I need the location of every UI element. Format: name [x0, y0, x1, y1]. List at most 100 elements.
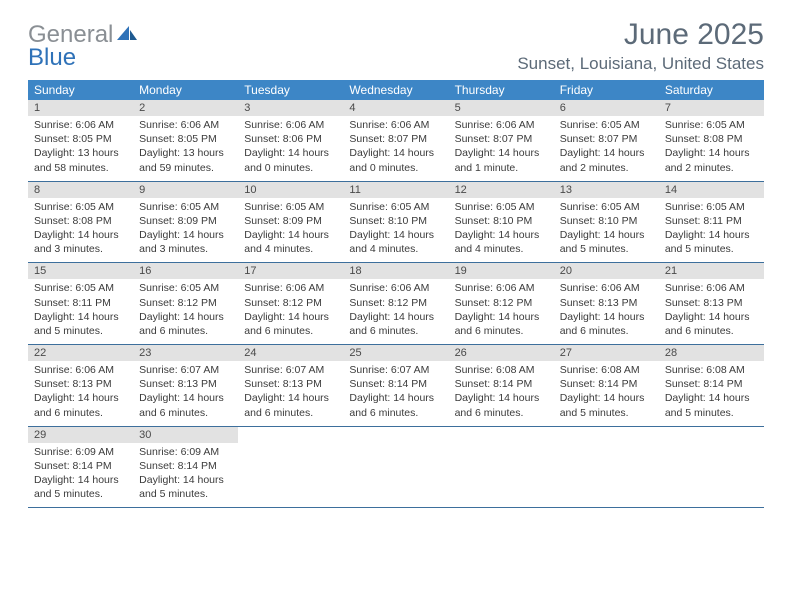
weeks-container: 1Sunrise: 6:06 AMSunset: 8:05 PMDaylight… [28, 100, 764, 508]
daylight-line2: and 6 minutes. [455, 324, 548, 338]
sunrise-text: Sunrise: 6:05 AM [560, 200, 653, 214]
day-cell [343, 427, 448, 508]
daylight-line1: Daylight: 14 hours [560, 310, 653, 324]
day-cell: 10Sunrise: 6:05 AMSunset: 8:09 PMDayligh… [238, 182, 343, 263]
sunset-text: Sunset: 8:11 PM [34, 296, 127, 310]
sunset-text: Sunset: 8:07 PM [349, 132, 442, 146]
daylight-line1: Daylight: 14 hours [139, 228, 232, 242]
day-body: Sunrise: 6:06 AMSunset: 8:13 PMDaylight:… [659, 279, 764, 338]
sunrise-text: Sunrise: 6:05 AM [455, 200, 548, 214]
sunrise-text: Sunrise: 6:06 AM [349, 118, 442, 132]
daylight-line1: Daylight: 14 hours [244, 146, 337, 160]
day-number: 28 [659, 345, 764, 361]
header: General Blue June 2025 Sunset, Louisiana… [28, 18, 764, 74]
sunset-text: Sunset: 8:12 PM [349, 296, 442, 310]
daylight-line2: and 6 minutes. [455, 406, 548, 420]
sunset-text: Sunset: 8:10 PM [560, 214, 653, 228]
sunrise-text: Sunrise: 6:08 AM [560, 363, 653, 377]
day-cell: 17Sunrise: 6:06 AMSunset: 8:12 PMDayligh… [238, 263, 343, 344]
day-cell: 29Sunrise: 6:09 AMSunset: 8:14 PMDayligh… [28, 427, 133, 508]
sunrise-text: Sunrise: 6:07 AM [244, 363, 337, 377]
day-body: Sunrise: 6:08 AMSunset: 8:14 PMDaylight:… [449, 361, 554, 420]
day-cell [449, 427, 554, 508]
dow-row: Sunday Monday Tuesday Wednesday Thursday… [28, 80, 764, 100]
sunrise-text: Sunrise: 6:08 AM [455, 363, 548, 377]
daylight-line1: Daylight: 14 hours [665, 146, 758, 160]
day-body: Sunrise: 6:06 AMSunset: 8:12 PMDaylight:… [238, 279, 343, 338]
sunset-text: Sunset: 8:09 PM [244, 214, 337, 228]
daylight-line2: and 3 minutes. [34, 242, 127, 256]
dow-sunday: Sunday [28, 80, 133, 100]
sunset-text: Sunset: 8:08 PM [34, 214, 127, 228]
day-cell: 20Sunrise: 6:06 AMSunset: 8:13 PMDayligh… [554, 263, 659, 344]
daylight-line1: Daylight: 14 hours [560, 228, 653, 242]
sunset-text: Sunset: 8:14 PM [34, 459, 127, 473]
daylight-line1: Daylight: 14 hours [349, 146, 442, 160]
week-row: 22Sunrise: 6:06 AMSunset: 8:13 PMDayligh… [28, 345, 764, 427]
day-body: Sunrise: 6:05 AMSunset: 8:11 PMDaylight:… [28, 279, 133, 338]
sunset-text: Sunset: 8:07 PM [455, 132, 548, 146]
day-cell: 5Sunrise: 6:06 AMSunset: 8:07 PMDaylight… [449, 100, 554, 181]
day-cell: 8Sunrise: 6:05 AMSunset: 8:08 PMDaylight… [28, 182, 133, 263]
daylight-line1: Daylight: 14 hours [139, 310, 232, 324]
day-cell: 11Sunrise: 6:05 AMSunset: 8:10 PMDayligh… [343, 182, 448, 263]
day-number: 9 [133, 182, 238, 198]
day-number: 17 [238, 263, 343, 279]
day-cell: 12Sunrise: 6:05 AMSunset: 8:10 PMDayligh… [449, 182, 554, 263]
day-number: 13 [554, 182, 659, 198]
dow-thursday: Thursday [449, 80, 554, 100]
day-body: Sunrise: 6:05 AMSunset: 8:10 PMDaylight:… [554, 198, 659, 257]
day-body: Sunrise: 6:05 AMSunset: 8:09 PMDaylight:… [133, 198, 238, 257]
day-cell: 15Sunrise: 6:05 AMSunset: 8:11 PMDayligh… [28, 263, 133, 344]
day-cell: 26Sunrise: 6:08 AMSunset: 8:14 PMDayligh… [449, 345, 554, 426]
sunrise-text: Sunrise: 6:06 AM [455, 118, 548, 132]
daylight-line2: and 4 minutes. [244, 242, 337, 256]
sunset-text: Sunset: 8:12 PM [139, 296, 232, 310]
daylight-line1: Daylight: 14 hours [139, 391, 232, 405]
sunrise-text: Sunrise: 6:05 AM [139, 200, 232, 214]
sunset-text: Sunset: 8:13 PM [560, 296, 653, 310]
day-number: 21 [659, 263, 764, 279]
day-body: Sunrise: 6:05 AMSunset: 8:11 PMDaylight:… [659, 198, 764, 257]
day-number: 15 [28, 263, 133, 279]
daylight-line1: Daylight: 14 hours [665, 228, 758, 242]
daylight-line1: Daylight: 14 hours [34, 228, 127, 242]
sunset-text: Sunset: 8:07 PM [560, 132, 653, 146]
daylight-line1: Daylight: 14 hours [455, 228, 548, 242]
day-body: Sunrise: 6:06 AMSunset: 8:05 PMDaylight:… [28, 116, 133, 175]
sunset-text: Sunset: 8:12 PM [455, 296, 548, 310]
daylight-line1: Daylight: 14 hours [455, 146, 548, 160]
day-cell: 2Sunrise: 6:06 AMSunset: 8:05 PMDaylight… [133, 100, 238, 181]
day-number: 6 [554, 100, 659, 116]
sunrise-text: Sunrise: 6:07 AM [139, 363, 232, 377]
dow-friday: Friday [554, 80, 659, 100]
sunrise-text: Sunrise: 6:06 AM [34, 118, 127, 132]
day-body: Sunrise: 6:05 AMSunset: 8:12 PMDaylight:… [133, 279, 238, 338]
day-body: Sunrise: 6:06 AMSunset: 8:13 PMDaylight:… [554, 279, 659, 338]
day-number: 18 [343, 263, 448, 279]
logo-text-blue: Blue [28, 44, 76, 71]
daylight-line2: and 59 minutes. [139, 161, 232, 175]
daylight-line2: and 6 minutes. [139, 324, 232, 338]
month-title: June 2025 [517, 18, 764, 52]
daylight-line1: Daylight: 13 hours [34, 146, 127, 160]
daylight-line2: and 3 minutes. [139, 242, 232, 256]
sunset-text: Sunset: 8:10 PM [455, 214, 548, 228]
day-number: 20 [554, 263, 659, 279]
day-number: 4 [343, 100, 448, 116]
daylight-line2: and 5 minutes. [560, 242, 653, 256]
day-cell: 24Sunrise: 6:07 AMSunset: 8:13 PMDayligh… [238, 345, 343, 426]
day-body: Sunrise: 6:05 AMSunset: 8:08 PMDaylight:… [659, 116, 764, 175]
daylight-line2: and 1 minute. [455, 161, 548, 175]
daylight-line1: Daylight: 14 hours [560, 146, 653, 160]
day-body: Sunrise: 6:06 AMSunset: 8:12 PMDaylight:… [449, 279, 554, 338]
sunrise-text: Sunrise: 6:06 AM [139, 118, 232, 132]
daylight-line1: Daylight: 13 hours [139, 146, 232, 160]
daylight-line2: and 6 minutes. [139, 406, 232, 420]
daylight-line1: Daylight: 14 hours [665, 310, 758, 324]
sunrise-text: Sunrise: 6:05 AM [560, 118, 653, 132]
day-body: Sunrise: 6:05 AMSunset: 8:10 PMDaylight:… [449, 198, 554, 257]
logo-text-block: General Blue [28, 24, 139, 70]
day-body: Sunrise: 6:07 AMSunset: 8:14 PMDaylight:… [343, 361, 448, 420]
daylight-line2: and 6 minutes. [34, 406, 127, 420]
